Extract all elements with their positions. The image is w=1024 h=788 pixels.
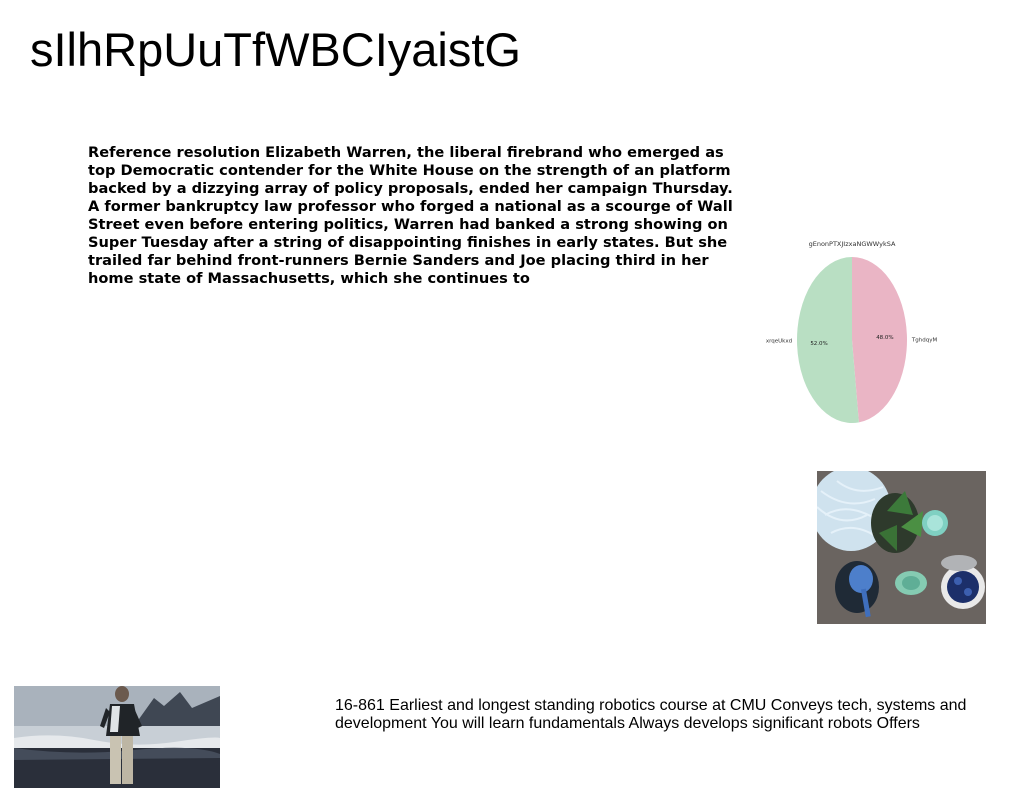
food-photo <box>817 471 986 624</box>
pie-slice-TghdqyM <box>852 257 907 423</box>
beach-photo <box>14 686 220 788</box>
pie-pct-label: 52.0% <box>810 341 827 347</box>
pie-category-label: TghdqyM <box>911 338 938 344</box>
pie-slice-xrqeUkxd <box>796 257 859 423</box>
pie-chart: gEnonPTXJIzxaNGWWykSA 48.0% TghdqyM 52.0% x… <box>766 240 938 423</box>
chart-title: gEnonPTXJIzxaNGWWykSA <box>809 240 896 248</box>
page-title: sIlhRpUuTfWBCIyaistG <box>30 23 521 76</box>
pie-category-label: xrqeUkxd <box>766 338 792 344</box>
pie-pct-label: 48.0% <box>876 335 893 341</box>
article-paragraph: Reference resolution Elizabeth Warren, t… <box>88 144 733 287</box>
course-description: 16-861 Earliest and longest standing rob… <box>335 697 967 732</box>
